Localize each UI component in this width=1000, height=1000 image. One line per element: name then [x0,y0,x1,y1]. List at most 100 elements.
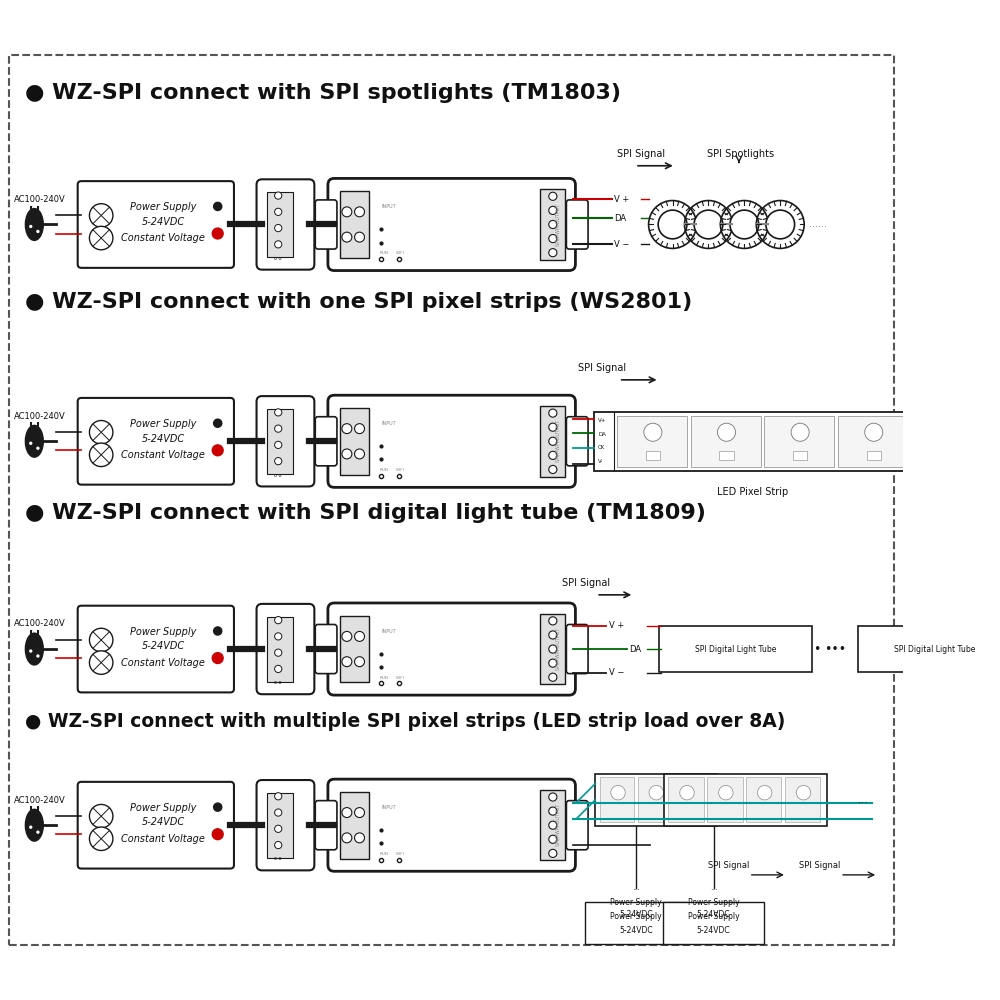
Circle shape [549,409,557,417]
Text: ● WZ-SPI connect with multiple SPI pixel strips (LED strip load over 8A): ● WZ-SPI connect with multiple SPI pixel… [25,712,786,731]
Circle shape [717,423,736,441]
Circle shape [687,785,702,800]
Text: Constant Voltage: Constant Voltage [121,450,205,460]
Circle shape [680,785,694,800]
Text: 5-24VDC: 5-24VDC [619,926,653,935]
Circle shape [28,441,33,446]
FancyBboxPatch shape [78,398,234,485]
FancyBboxPatch shape [585,902,687,944]
Text: LED Pixel Strip: LED Pixel Strip [717,487,788,497]
Circle shape [791,423,809,441]
Ellipse shape [25,809,43,841]
Text: Constant Voltage: Constant Voltage [121,233,205,243]
Circle shape [89,804,113,828]
Circle shape [89,204,113,227]
Circle shape [36,446,40,451]
Text: SPI/PWM OUTPUT: SPI/PWM OUTPUT [556,420,561,462]
FancyBboxPatch shape [340,616,369,682]
Text: •••: ••• [824,643,846,656]
Circle shape [342,833,352,843]
Circle shape [212,228,223,239]
Circle shape [694,210,723,239]
FancyBboxPatch shape [257,604,314,694]
Circle shape [89,827,113,850]
Circle shape [275,425,282,432]
Circle shape [796,785,811,800]
Text: ......: ...... [809,219,827,229]
Text: SPI Signal: SPI Signal [578,363,626,373]
FancyBboxPatch shape [764,416,834,467]
Text: V +: V + [609,621,624,630]
Circle shape [89,651,113,674]
Text: WIFI: WIFI [396,676,404,680]
Circle shape [730,210,759,239]
Circle shape [549,835,557,843]
Text: SPI Signal: SPI Signal [708,861,750,870]
FancyBboxPatch shape [566,624,588,674]
Circle shape [649,785,663,800]
Circle shape [214,202,222,210]
Circle shape [355,833,364,843]
Circle shape [611,785,625,800]
FancyBboxPatch shape [540,790,565,860]
Text: SPI Spotlights: SPI Spotlights [707,149,774,159]
Text: ...: ... [710,883,718,892]
FancyBboxPatch shape [328,395,575,487]
FancyBboxPatch shape [838,416,908,467]
FancyBboxPatch shape [646,451,660,460]
Circle shape [355,657,364,667]
FancyBboxPatch shape [659,626,812,672]
Text: INPUT: INPUT [381,421,396,426]
FancyBboxPatch shape [540,614,565,684]
Circle shape [865,423,883,441]
Circle shape [549,617,557,625]
Circle shape [549,793,557,801]
Circle shape [275,192,282,199]
Text: Power Supply: Power Supply [130,803,196,813]
Text: V +: V + [614,195,630,204]
FancyBboxPatch shape [540,189,565,260]
FancyBboxPatch shape [78,606,234,692]
FancyBboxPatch shape [267,409,293,474]
FancyBboxPatch shape [267,617,293,682]
FancyBboxPatch shape [668,777,704,822]
FancyBboxPatch shape [858,626,1000,672]
Circle shape [757,785,772,800]
FancyBboxPatch shape [566,200,588,249]
Circle shape [275,241,282,248]
Circle shape [28,825,33,830]
Circle shape [36,830,40,835]
Circle shape [549,437,557,445]
Text: Constant Voltage: Constant Voltage [121,834,205,844]
Circle shape [549,673,557,681]
FancyBboxPatch shape [867,451,881,460]
Text: SPI/PWM OUTPUT: SPI/PWM OUTPUT [556,804,561,846]
Text: SPI Signal: SPI Signal [562,578,610,588]
FancyBboxPatch shape [707,777,743,822]
FancyBboxPatch shape [78,782,234,869]
Text: 5-24VDC: 5-24VDC [697,910,730,919]
FancyBboxPatch shape [315,417,337,466]
Circle shape [549,220,557,229]
Text: o o: o o [274,856,281,861]
Circle shape [275,841,282,849]
Circle shape [549,192,557,200]
FancyBboxPatch shape [793,451,807,460]
FancyBboxPatch shape [540,406,565,477]
Text: SPI Digital Light Tube: SPI Digital Light Tube [695,645,776,654]
FancyBboxPatch shape [340,408,369,475]
Text: Power Supply: Power Supply [688,898,739,907]
Text: WIFI: WIFI [396,251,404,255]
Text: SPI Signal: SPI Signal [617,149,665,159]
Text: DA: DA [614,214,626,223]
FancyBboxPatch shape [328,603,575,695]
Text: INPUT: INPUT [381,204,396,209]
Text: 5-24VDC: 5-24VDC [141,641,185,651]
FancyBboxPatch shape [566,417,588,466]
Circle shape [549,849,557,857]
Circle shape [549,645,557,653]
Text: o o: o o [274,473,281,478]
Text: Power Supply: Power Supply [610,898,662,907]
FancyBboxPatch shape [566,801,588,850]
Circle shape [212,829,223,840]
